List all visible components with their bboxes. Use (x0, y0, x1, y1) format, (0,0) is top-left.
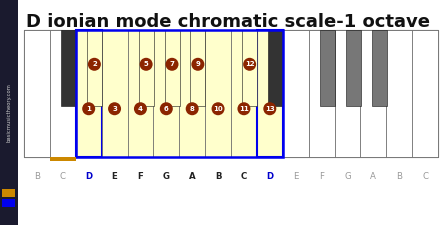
Circle shape (212, 102, 224, 115)
Circle shape (82, 102, 95, 115)
Text: F: F (319, 172, 324, 181)
Bar (346, 30, 361, 106)
Bar (334, 30, 360, 157)
Bar (24, 30, 50, 157)
Bar (154, 30, 179, 157)
Bar (50, 157, 76, 161)
Bar (268, 30, 283, 106)
Bar (386, 30, 412, 157)
Text: 2: 2 (92, 61, 97, 67)
Bar (87, 30, 102, 106)
Text: 8: 8 (190, 106, 194, 112)
Bar (205, 30, 231, 157)
Text: 7: 7 (169, 61, 174, 67)
Text: 12: 12 (245, 61, 254, 67)
Text: 5: 5 (144, 61, 149, 67)
Text: D: D (85, 172, 92, 181)
Circle shape (263, 102, 276, 115)
Bar (128, 30, 154, 157)
Circle shape (238, 102, 250, 115)
Text: G: G (344, 172, 351, 181)
Bar (76, 30, 283, 157)
Bar (308, 30, 334, 157)
Text: G: G (163, 172, 170, 181)
Bar (191, 30, 205, 106)
Text: 10: 10 (213, 106, 223, 112)
Bar (283, 30, 308, 157)
Text: 4: 4 (138, 106, 143, 112)
Bar (61, 30, 76, 106)
Bar (2, 189, 15, 197)
Text: 6: 6 (164, 106, 169, 112)
Bar (360, 30, 386, 157)
Bar (102, 30, 128, 157)
Bar (320, 30, 335, 106)
Bar (24, 30, 438, 157)
Text: 9: 9 (195, 61, 200, 67)
Text: D: D (266, 172, 273, 181)
Bar (139, 30, 154, 106)
Text: B: B (34, 172, 40, 181)
Circle shape (134, 102, 147, 115)
Bar (242, 30, 257, 106)
Circle shape (108, 102, 121, 115)
Circle shape (139, 58, 153, 71)
Text: D ionian mode chromatic scale-1 octave: D ionian mode chromatic scale-1 octave (26, 13, 430, 31)
Text: B: B (215, 172, 221, 181)
Bar (412, 30, 438, 157)
Bar (0, 0, 18, 225)
Text: C: C (60, 172, 66, 181)
Text: 13: 13 (265, 106, 275, 112)
Text: E: E (112, 172, 117, 181)
Text: A: A (370, 172, 376, 181)
Text: 1: 1 (86, 106, 91, 112)
Circle shape (160, 102, 173, 115)
Circle shape (243, 58, 256, 71)
Text: F: F (138, 172, 143, 181)
Text: B: B (396, 172, 402, 181)
Text: C: C (241, 172, 247, 181)
Bar (50, 30, 76, 157)
Bar (76, 30, 102, 157)
Text: 3: 3 (112, 106, 117, 112)
Circle shape (186, 102, 199, 115)
Text: basicmusictheory.com: basicmusictheory.com (7, 83, 11, 142)
Text: A: A (189, 172, 195, 181)
Text: E: E (293, 172, 298, 181)
Bar (371, 30, 386, 106)
Bar (179, 30, 205, 157)
Circle shape (88, 58, 101, 71)
Bar (231, 30, 257, 157)
Circle shape (165, 58, 179, 71)
Bar (257, 30, 283, 157)
Bar (2, 199, 15, 207)
Circle shape (191, 58, 204, 71)
Bar (165, 30, 180, 106)
Text: 11: 11 (239, 106, 249, 112)
Text: C: C (422, 172, 428, 181)
